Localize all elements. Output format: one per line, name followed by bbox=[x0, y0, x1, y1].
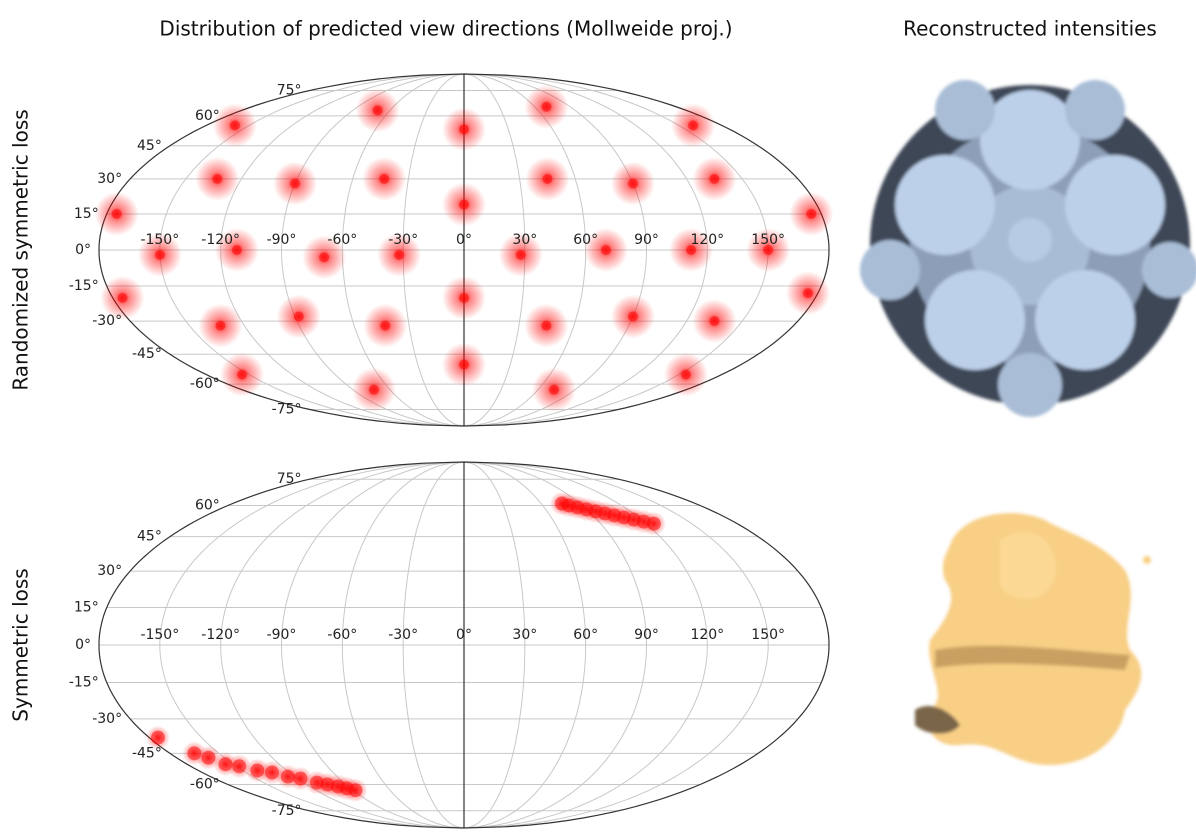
point-core bbox=[688, 120, 698, 130]
y-tick-label: 15° bbox=[74, 600, 99, 616]
point-core bbox=[549, 385, 559, 395]
y-tick-label: -45° bbox=[132, 346, 162, 362]
x-tick-label: 60° bbox=[573, 627, 598, 643]
column-title: Distribution of predicted view direction… bbox=[159, 17, 732, 41]
y-tick-label: -45° bbox=[132, 745, 162, 761]
x-tick-label: -150° bbox=[140, 627, 179, 643]
point-core bbox=[215, 321, 225, 331]
y-tick-label: -75° bbox=[272, 803, 302, 819]
point-core bbox=[709, 316, 719, 326]
x-tick-label: -120° bbox=[201, 232, 240, 248]
y-tick-label: 0° bbox=[75, 242, 91, 258]
point-core bbox=[628, 312, 638, 322]
x-tick-label: 150° bbox=[751, 232, 785, 248]
point-core bbox=[369, 385, 379, 395]
render-yellow bbox=[915, 513, 1151, 765]
y-tick-label: 30° bbox=[97, 563, 122, 579]
point-core bbox=[541, 321, 551, 331]
y-tick-label: -30° bbox=[92, 711, 122, 727]
point-core bbox=[155, 250, 165, 260]
point-core bbox=[601, 245, 611, 255]
x-tick-label: 0° bbox=[456, 627, 472, 643]
point-core bbox=[681, 370, 691, 380]
point-core bbox=[459, 199, 469, 209]
point-core bbox=[542, 174, 552, 184]
point-core bbox=[709, 174, 719, 184]
point-core bbox=[348, 783, 362, 797]
x-tick-label: -90° bbox=[267, 232, 297, 248]
y-tick-label: -60° bbox=[190, 376, 220, 392]
x-tick-label: 30° bbox=[512, 232, 537, 248]
point-core bbox=[319, 252, 329, 262]
point-core bbox=[373, 105, 383, 115]
render-blue bbox=[860, 80, 1196, 417]
row-label: Symmetric loss bbox=[9, 568, 33, 721]
point-core bbox=[394, 250, 404, 260]
y-tick-label: -15° bbox=[69, 674, 99, 690]
x-tick-label: 120° bbox=[690, 232, 724, 248]
x-tick-label: -90° bbox=[267, 627, 297, 643]
point-core bbox=[112, 209, 122, 219]
y-tick-label: 0° bbox=[75, 637, 91, 653]
x-tick-label: 0° bbox=[456, 232, 472, 248]
page: Distribution of predicted view direction… bbox=[0, 0, 1196, 838]
x-tick-label: 30° bbox=[512, 627, 537, 643]
x-tick-label: -60° bbox=[327, 232, 357, 248]
x-tick-label: -150° bbox=[140, 232, 179, 248]
figure: Distribution of predicted view direction… bbox=[0, 0, 1196, 834]
point-core bbox=[459, 293, 469, 303]
point-core bbox=[151, 731, 165, 745]
y-tick-label: 60° bbox=[195, 108, 220, 124]
y-tick-label: 15° bbox=[74, 206, 99, 222]
point-core bbox=[628, 178, 638, 188]
y-tick-label: 75° bbox=[277, 471, 302, 487]
x-tick-label: -60° bbox=[327, 627, 357, 643]
point-core bbox=[290, 178, 300, 188]
y-tick-label: 45° bbox=[137, 138, 162, 154]
point-core bbox=[541, 102, 551, 112]
y-tick-label: 30° bbox=[97, 171, 122, 187]
point-core bbox=[201, 751, 215, 765]
y-tick-label: 45° bbox=[137, 529, 162, 545]
x-tick-label: -120° bbox=[201, 627, 240, 643]
x-tick-label: 120° bbox=[690, 627, 724, 643]
column-title: Reconstructed intensities bbox=[903, 17, 1157, 41]
point-core bbox=[806, 209, 816, 219]
y-tick-label: 75° bbox=[277, 83, 302, 99]
row-label: Randomized symmetric loss bbox=[9, 109, 33, 390]
point-core bbox=[380, 321, 390, 331]
point-core bbox=[647, 517, 661, 531]
x-tick-label: 90° bbox=[634, 232, 659, 248]
y-tick-label: -75° bbox=[272, 401, 302, 417]
point-core bbox=[803, 288, 813, 298]
y-tick-label: 60° bbox=[195, 497, 220, 513]
point-core bbox=[294, 312, 304, 322]
point-core bbox=[118, 293, 128, 303]
x-tick-label: 150° bbox=[751, 627, 785, 643]
point-core bbox=[516, 250, 526, 260]
x-tick-label: -30° bbox=[388, 627, 418, 643]
x-tick-label: 90° bbox=[634, 627, 659, 643]
y-tick-label: -15° bbox=[69, 278, 99, 294]
y-tick-label: -60° bbox=[190, 777, 220, 793]
point-core bbox=[237, 370, 247, 380]
point-core bbox=[212, 174, 222, 184]
point-core bbox=[459, 360, 469, 370]
point-core bbox=[459, 124, 469, 134]
x-tick-label: 60° bbox=[573, 232, 598, 248]
y-tick-label: -30° bbox=[92, 313, 122, 329]
point-core bbox=[379, 174, 389, 184]
x-tick-label: -30° bbox=[388, 232, 418, 248]
point-core bbox=[230, 120, 240, 130]
point-core bbox=[232, 759, 246, 773]
